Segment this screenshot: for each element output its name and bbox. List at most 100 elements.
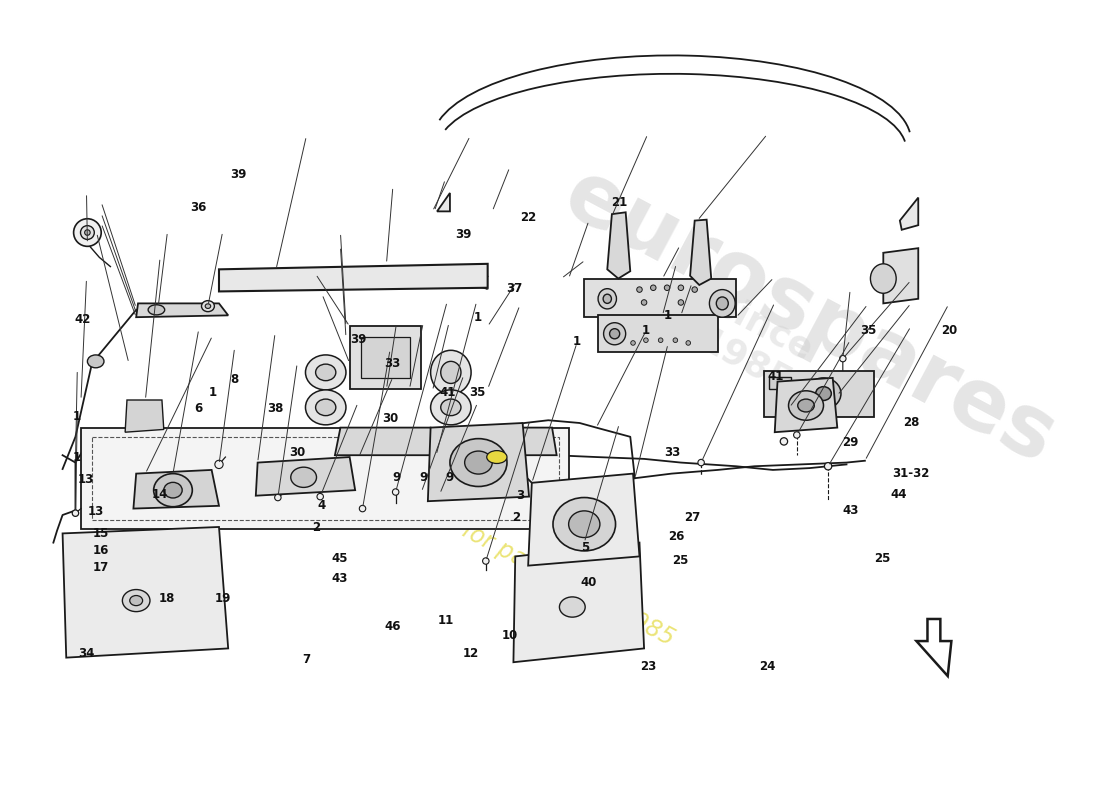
Text: a passion for parts since 1985: a passion for parts since 1985 — [352, 462, 679, 650]
Ellipse shape — [317, 494, 323, 500]
Polygon shape — [81, 428, 569, 529]
Text: 39: 39 — [350, 333, 366, 346]
Polygon shape — [256, 457, 355, 496]
Ellipse shape — [73, 510, 79, 516]
Text: 46: 46 — [385, 620, 402, 634]
Text: 33: 33 — [664, 446, 680, 459]
Ellipse shape — [130, 595, 143, 606]
Text: 6: 6 — [195, 402, 202, 415]
Ellipse shape — [870, 264, 896, 294]
Text: 1: 1 — [73, 410, 81, 422]
Ellipse shape — [122, 590, 150, 612]
Text: 38: 38 — [267, 402, 284, 415]
Polygon shape — [361, 338, 410, 378]
Ellipse shape — [316, 399, 336, 416]
Ellipse shape — [214, 460, 223, 469]
Ellipse shape — [603, 294, 612, 303]
Text: 7: 7 — [302, 653, 310, 666]
Ellipse shape — [306, 390, 346, 425]
Text: 12: 12 — [462, 647, 478, 661]
Text: 20: 20 — [942, 323, 957, 337]
Text: 39: 39 — [455, 228, 472, 241]
Ellipse shape — [450, 438, 507, 486]
Text: 16: 16 — [94, 544, 109, 558]
Text: 2: 2 — [311, 521, 320, 534]
Ellipse shape — [637, 287, 642, 292]
Ellipse shape — [316, 364, 336, 381]
Ellipse shape — [430, 390, 471, 425]
Ellipse shape — [360, 506, 365, 512]
Polygon shape — [437, 193, 450, 211]
Ellipse shape — [697, 459, 704, 466]
Ellipse shape — [441, 362, 461, 383]
Ellipse shape — [486, 450, 507, 463]
Text: 37: 37 — [506, 282, 522, 294]
Ellipse shape — [658, 338, 663, 342]
Text: 29: 29 — [842, 436, 858, 449]
Polygon shape — [63, 527, 228, 658]
Ellipse shape — [201, 301, 214, 312]
Ellipse shape — [604, 322, 626, 345]
Text: 4: 4 — [318, 498, 326, 512]
Text: 43: 43 — [332, 572, 349, 585]
Ellipse shape — [816, 386, 832, 401]
Text: 42: 42 — [75, 313, 91, 326]
Text: 10: 10 — [502, 629, 518, 642]
Ellipse shape — [430, 350, 471, 394]
Text: 14: 14 — [152, 488, 168, 501]
Text: 9: 9 — [393, 470, 400, 484]
Polygon shape — [428, 423, 529, 502]
Ellipse shape — [692, 287, 697, 292]
Ellipse shape — [678, 300, 683, 306]
Text: since
1985: since 1985 — [691, 288, 818, 402]
Text: 34: 34 — [78, 647, 95, 661]
Ellipse shape — [644, 338, 648, 342]
Polygon shape — [607, 212, 630, 278]
Text: 25: 25 — [874, 552, 891, 565]
Ellipse shape — [716, 297, 728, 310]
Ellipse shape — [710, 290, 735, 317]
Ellipse shape — [798, 399, 814, 412]
Text: 41: 41 — [439, 386, 455, 399]
Text: 39: 39 — [231, 168, 248, 182]
Polygon shape — [219, 264, 487, 291]
Text: 1: 1 — [73, 451, 81, 464]
Polygon shape — [690, 220, 712, 285]
Text: 1: 1 — [209, 386, 217, 399]
Text: 24: 24 — [759, 660, 775, 673]
Ellipse shape — [641, 300, 647, 306]
Text: 35: 35 — [470, 386, 486, 399]
Text: 15: 15 — [94, 527, 109, 541]
Ellipse shape — [806, 378, 842, 410]
Polygon shape — [350, 326, 421, 389]
Text: 11: 11 — [437, 614, 453, 627]
Text: 22: 22 — [520, 211, 537, 224]
Text: 30: 30 — [383, 412, 399, 425]
Text: 45: 45 — [332, 552, 349, 565]
Ellipse shape — [483, 558, 490, 564]
Ellipse shape — [164, 482, 183, 498]
Polygon shape — [774, 378, 837, 432]
Text: 3: 3 — [516, 489, 525, 502]
Text: 30: 30 — [289, 446, 306, 459]
Text: 1: 1 — [573, 334, 581, 348]
Text: 1: 1 — [641, 323, 650, 337]
Ellipse shape — [306, 355, 346, 390]
Ellipse shape — [678, 285, 683, 290]
Ellipse shape — [290, 467, 317, 487]
Ellipse shape — [569, 511, 600, 538]
Text: 40: 40 — [581, 576, 597, 589]
Text: 17: 17 — [94, 562, 109, 574]
Ellipse shape — [686, 341, 691, 346]
Text: 27: 27 — [684, 511, 701, 524]
Ellipse shape — [80, 226, 95, 239]
Polygon shape — [133, 470, 219, 509]
Ellipse shape — [650, 285, 656, 290]
Text: 28: 28 — [903, 415, 920, 429]
Ellipse shape — [793, 432, 800, 438]
Text: 44: 44 — [891, 488, 908, 501]
Polygon shape — [334, 428, 436, 455]
Polygon shape — [514, 542, 645, 662]
Ellipse shape — [148, 305, 165, 315]
Polygon shape — [136, 303, 228, 317]
